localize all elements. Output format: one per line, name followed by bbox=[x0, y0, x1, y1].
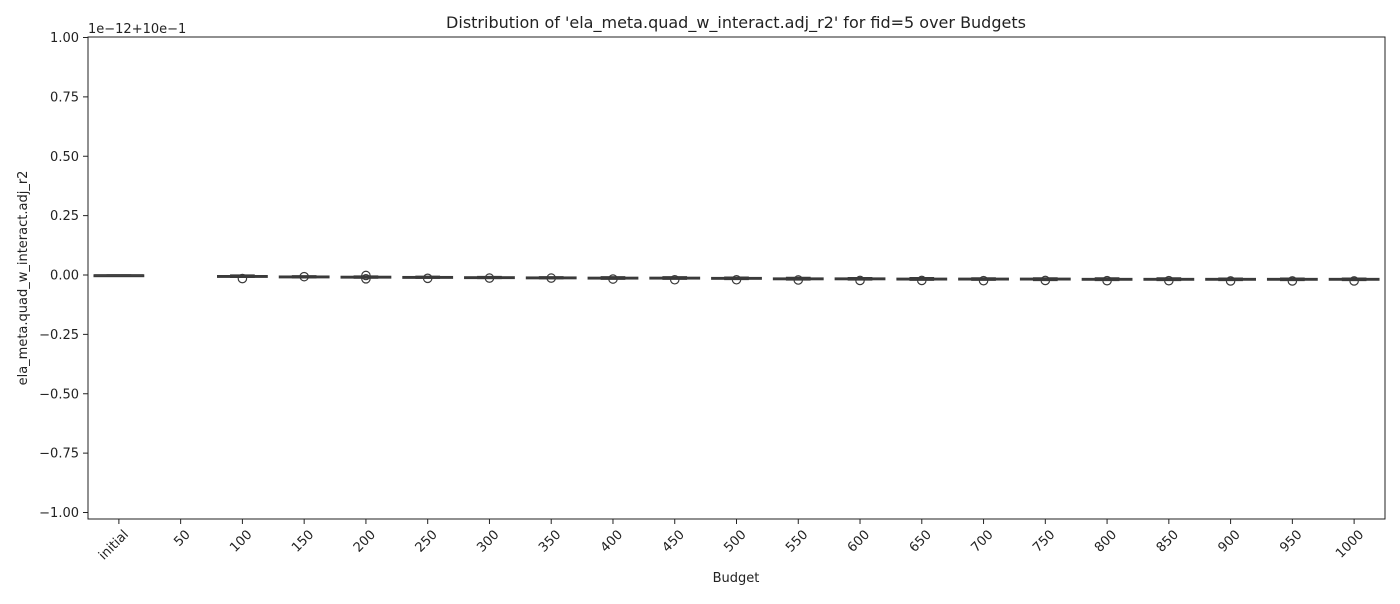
box-group-300 bbox=[464, 273, 515, 283]
y-axis: −1.00 −0.75 −0.50 −0.25 0.00 0.25 0.50 0.75 1.00 bbox=[39, 31, 88, 521]
y-tick-label: −0.75 bbox=[39, 447, 79, 462]
box-group-950 bbox=[1266, 276, 1318, 286]
box-group-100 bbox=[216, 273, 268, 284]
y-tick-label: 1.00 bbox=[50, 31, 79, 46]
outlier-point bbox=[361, 270, 371, 281]
box-group-900 bbox=[1205, 276, 1257, 286]
x-tick-label: 850 bbox=[1154, 527, 1182, 555]
box-group-initial bbox=[93, 274, 145, 278]
plot-content bbox=[93, 270, 1380, 286]
x-tick-label: 400 bbox=[598, 527, 626, 555]
outlier-point bbox=[855, 275, 865, 286]
x-tick-label: 300 bbox=[474, 527, 502, 555]
y-axis-label: ela_meta.quad_w_interact.adj_r2 bbox=[16, 171, 31, 386]
x-axis: initial 50 100 150 200 250 300 350 400 450 500 550 6… bbox=[96, 519, 1367, 563]
outlier-point bbox=[669, 274, 680, 285]
outlier-point bbox=[1164, 275, 1174, 286]
outlier-point bbox=[1349, 276, 1359, 286]
outlier-point bbox=[546, 273, 557, 283]
y-tick-label: −0.25 bbox=[39, 328, 79, 343]
x-tick-label: 500 bbox=[721, 527, 749, 555]
x-tick-label: 550 bbox=[783, 527, 811, 555]
outlier-point bbox=[484, 273, 495, 283]
box-group-700 bbox=[958, 275, 1009, 286]
box-group-400 bbox=[587, 274, 639, 284]
outlier-point bbox=[1102, 275, 1112, 286]
x-tick-label: 600 bbox=[845, 527, 873, 555]
x-tick-label: 450 bbox=[660, 527, 688, 555]
x-tick-label: initial bbox=[96, 527, 132, 563]
y-tick-label: 0.75 bbox=[50, 90, 79, 105]
box-group-550 bbox=[772, 275, 824, 285]
outlier-point bbox=[299, 271, 309, 282]
x-axis-label: Budget bbox=[713, 571, 760, 586]
y-tick-label: 0.50 bbox=[50, 150, 79, 165]
x-tick-label: 700 bbox=[968, 527, 996, 555]
box-group-800 bbox=[1081, 275, 1133, 286]
box-group-1000 bbox=[1328, 276, 1380, 286]
x-tick-label: 750 bbox=[1030, 527, 1058, 555]
box-group-500 bbox=[711, 274, 762, 285]
box-group-450 bbox=[649, 274, 701, 285]
outlier-point bbox=[361, 273, 371, 284]
y-tick-label: −0.50 bbox=[39, 387, 79, 402]
box-group-850 bbox=[1143, 275, 1195, 286]
x-tick-label: 100 bbox=[227, 527, 255, 555]
box-group-600 bbox=[834, 275, 886, 286]
outlier-point bbox=[237, 273, 248, 284]
x-tick-label: 50 bbox=[171, 527, 193, 549]
y-tick-label: −1.00 bbox=[39, 506, 79, 521]
box-group-150 bbox=[278, 271, 330, 282]
outlier-point bbox=[916, 275, 927, 286]
outlier-point bbox=[793, 275, 804, 285]
x-tick-label: 1000 bbox=[1333, 527, 1367, 561]
x-tick-label: 250 bbox=[413, 527, 441, 555]
box-group-350 bbox=[525, 273, 577, 283]
y-tick-label: 0.25 bbox=[50, 209, 79, 224]
x-tick-label: 650 bbox=[907, 527, 935, 555]
outlier-point bbox=[978, 275, 989, 286]
x-tick-label: 200 bbox=[351, 527, 379, 555]
outlier-point bbox=[1287, 276, 1298, 286]
outlier-point bbox=[1225, 276, 1236, 286]
box-group-650 bbox=[896, 275, 948, 286]
box-group-200 bbox=[340, 270, 392, 284]
x-tick-label: 150 bbox=[289, 527, 317, 555]
box-group-250 bbox=[402, 273, 454, 284]
outlier-point bbox=[422, 273, 433, 284]
outlier-point bbox=[1040, 275, 1051, 286]
outlier-point bbox=[608, 274, 618, 284]
outlier-point bbox=[731, 274, 742, 285]
x-tick-label: 950 bbox=[1277, 527, 1305, 555]
axis-offset-label: 1e−12+10e−1 bbox=[88, 22, 186, 37]
y-tick-label: 0.00 bbox=[50, 269, 79, 284]
x-tick-label: 800 bbox=[1092, 527, 1120, 555]
box-group-750 bbox=[1019, 275, 1071, 286]
x-tick-label: 350 bbox=[536, 527, 564, 555]
chart-title: Distribution of 'ela_meta.quad_w_interac… bbox=[446, 13, 1026, 33]
x-tick-label: 900 bbox=[1215, 527, 1243, 555]
